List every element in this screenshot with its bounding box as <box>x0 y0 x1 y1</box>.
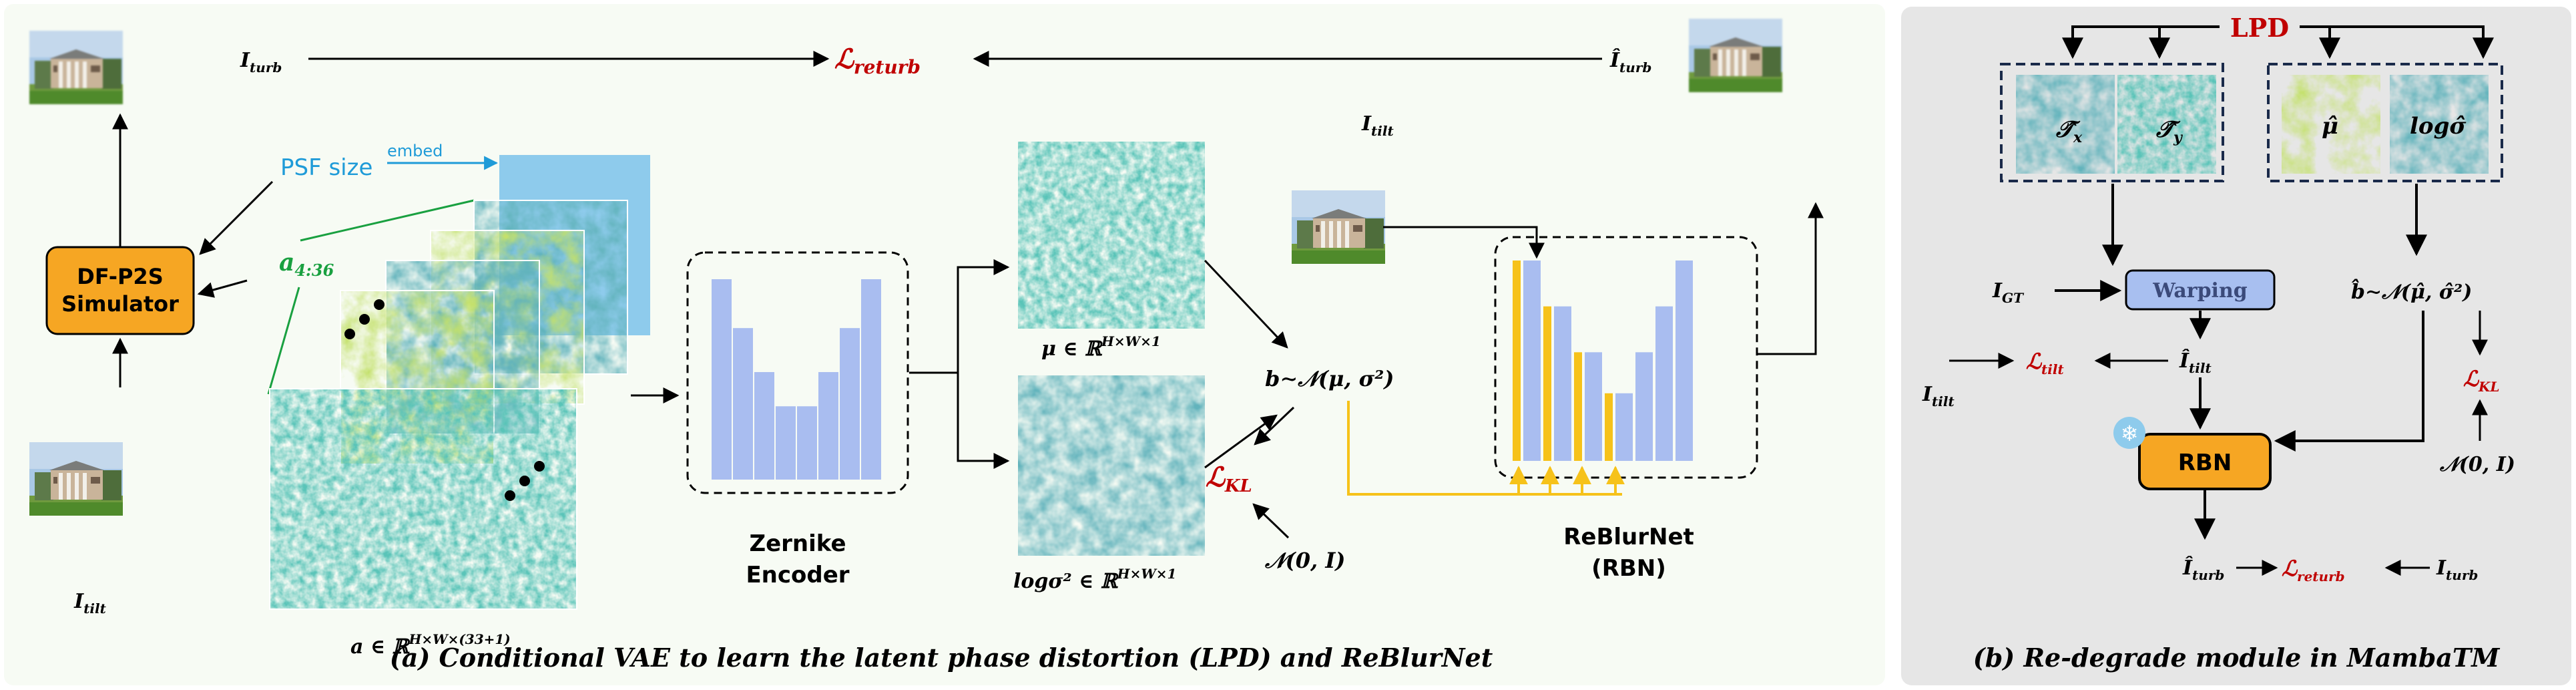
condition-arrows <box>1509 466 1625 494</box>
encoder-bar <box>776 406 796 480</box>
encoder-bar <box>712 279 732 480</box>
panel-a-caption: (a) Conditional VAE to learn the latent … <box>390 643 1493 673</box>
normal-prior-a: 𝒩(0, I) <box>1264 548 1345 573</box>
reblurnet-box <box>1494 236 1758 479</box>
simulator-box <box>45 246 195 335</box>
rbn-bar <box>1615 393 1633 461</box>
i-turb-label-b: Iturb <box>2436 556 2478 583</box>
i-tilt-mid-label: Itilt <box>1361 112 1394 139</box>
warping-label: Warping <box>2152 279 2248 303</box>
rbn-bar <box>1585 352 1602 461</box>
ellipsis-dots-lower <box>505 461 545 501</box>
turbulent-image-top-left <box>29 31 123 104</box>
zernike-coefficient-stack <box>269 200 628 610</box>
rbn-bar <box>1554 306 1571 461</box>
returb-loss-b: ℒreturb <box>2282 556 2345 584</box>
rbn-condition-bar <box>1543 306 1551 461</box>
mu-hat-map <box>2282 75 2380 174</box>
frozen-snowflake-icon: ❄ <box>2113 417 2145 449</box>
encoder-label-line2: Encoder <box>746 562 849 588</box>
tilt-image-left <box>29 442 123 516</box>
encoder-bar <box>861 279 881 480</box>
returb-loss-top: ℒreturb <box>834 43 921 78</box>
a-coeff-label: a4:36 <box>279 248 334 280</box>
embed-label: embed <box>387 142 443 160</box>
i-tilt-left-label: Itilt <box>73 590 106 617</box>
i-turb-label: Iturb <box>240 49 282 75</box>
tilt-loss-b: ℒtilt <box>2026 349 2064 377</box>
reblurnet-bars <box>1513 261 1693 461</box>
svg-text:❄: ❄ <box>2121 421 2139 446</box>
i-tilt-hat-label: Îtilt <box>2179 349 2212 376</box>
tilt-image-mid <box>1292 190 1385 264</box>
turbulent-image-top-right <box>1689 19 1782 92</box>
logsigma-hat-map <box>2390 75 2489 174</box>
ellipsis-dots-upper <box>344 299 384 339</box>
simulator-label-line2: Simulator <box>61 291 179 317</box>
rbn-condition-bar <box>1605 393 1613 461</box>
rbn-bar <box>1676 261 1693 461</box>
normal-prior-b: 𝒩(0, I) <box>2439 453 2515 476</box>
i-turb-hat-label: Îturb <box>1609 48 1651 75</box>
panel-b-caption: (b) Re-degrade module in MambaTM <box>1973 643 2500 673</box>
i-turb-hat-label-b: Îturb <box>2182 556 2224 583</box>
encoder-label-line1: Zernike <box>749 530 846 557</box>
rbn-condition-bar <box>1513 261 1521 461</box>
b-hat-sample-label: b̂∼𝒩(μ̂, σ̂²) <box>2351 279 2472 304</box>
rbn-box <box>2138 433 2272 490</box>
encoder-bar <box>818 372 838 480</box>
b-sample-label: b∼𝒩(μ, σ²) <box>1265 366 1394 391</box>
zernike-encoder-box <box>686 251 909 494</box>
encoder-bar <box>797 406 817 480</box>
rbn-condition-bar <box>1574 352 1582 461</box>
logsigma-domain-label: logσ² ∈ ℝH×W×1 <box>1013 566 1176 593</box>
psf-size-label: PSF size <box>280 154 372 181</box>
rbn-label: RBN <box>2178 450 2232 476</box>
mu-hat-label: μ̂ <box>2322 113 2338 140</box>
tx-map <box>2016 75 2115 174</box>
warping-box <box>2125 269 2276 311</box>
logsigma-map <box>1018 375 1205 556</box>
logsigma-hat-label: logσ̂ <box>2410 113 2467 140</box>
lpd-label: LPD <box>2230 13 2289 43</box>
i-gt-label: IGT <box>1992 279 2025 306</box>
ty-map <box>2117 75 2216 174</box>
rbn-bar <box>1635 352 1653 461</box>
encoder-bars <box>712 279 881 480</box>
kl-loss-b: ℒKL <box>2463 366 2500 395</box>
rbn-bar <box>1655 306 1673 461</box>
tx-label: 𝒯̂x <box>2055 116 2083 146</box>
mu-map <box>1018 142 1205 329</box>
i-tilt-label-b: Itilt <box>1922 383 1955 409</box>
encoder-bar <box>733 328 753 480</box>
warp-maps-group <box>2000 63 2224 182</box>
a-domain-label: a ∈ ℝH×W×(33+1) <box>350 631 511 659</box>
panel-b-background <box>1901 7 2571 685</box>
simulator-label-line1: DF-P2S <box>77 264 163 289</box>
encoder-bar <box>754 372 774 480</box>
mu-domain-label: μ ∈ ℝH×W×1 <box>1041 333 1161 361</box>
rbn-label-line1: ReBlurNet <box>1563 524 1694 550</box>
rbn-label-line2: (RBN) <box>1591 555 1666 582</box>
rbn-bar <box>1523 261 1541 461</box>
kl-loss-a: ℒKL <box>1206 462 1252 496</box>
encoder-bar <box>840 328 860 480</box>
